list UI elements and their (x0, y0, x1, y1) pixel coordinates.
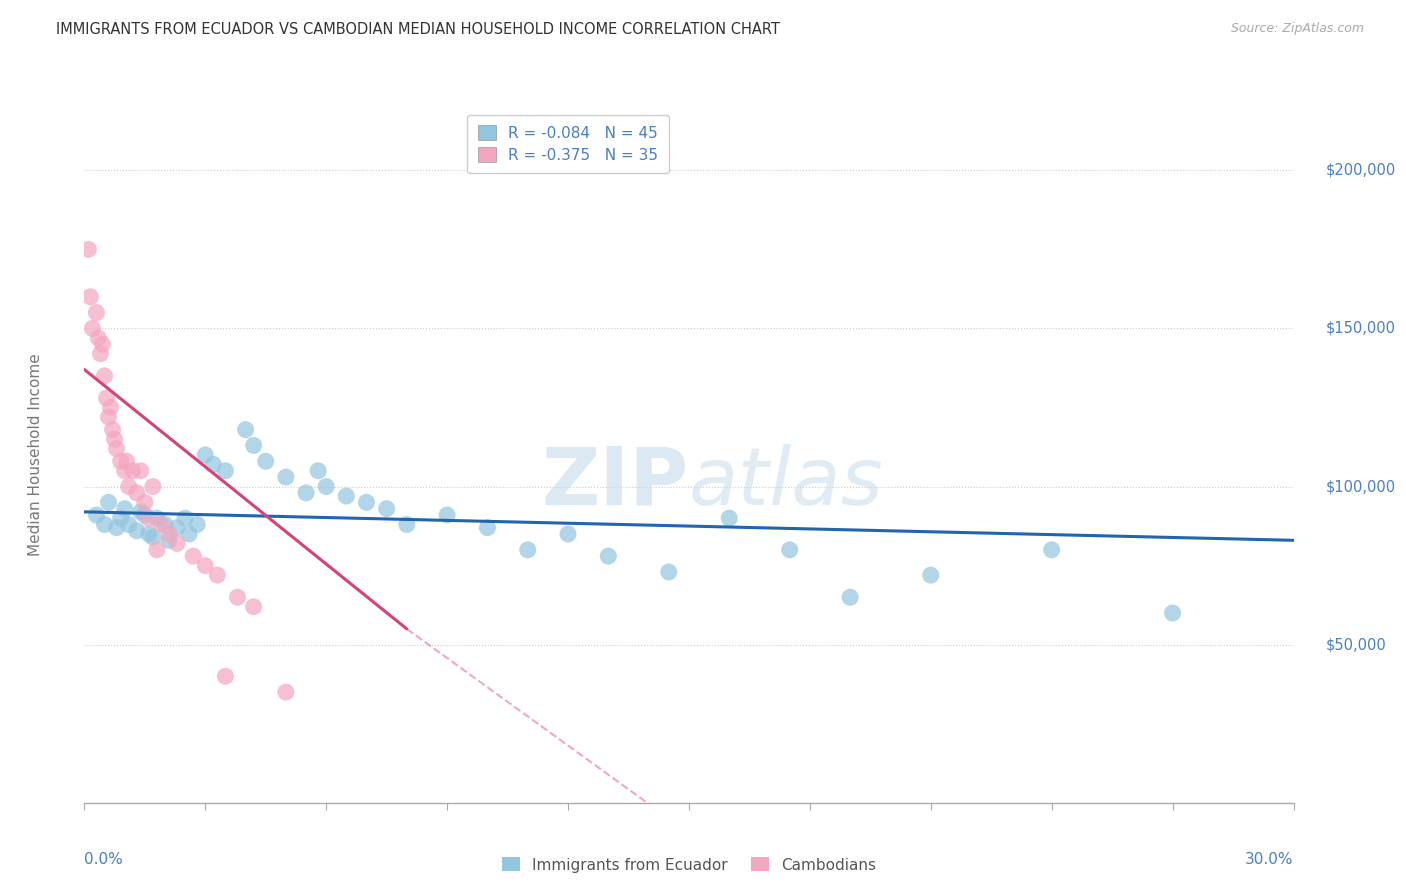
Point (920, 568, 942, 582)
Point (142, 479, 165, 493)
Point (157, 533, 180, 548)
Point (93, 517, 115, 532)
Point (207, 568, 229, 582)
Point (254, 454, 277, 468)
Point (105, 521, 128, 535)
Point (86, 305, 108, 319)
Point (157, 527, 180, 541)
Point (658, 565, 681, 579)
Point (179, 527, 201, 541)
Point (718, 511, 741, 525)
Point (274, 470, 297, 484)
Point (87, 331, 110, 345)
Point (121, 464, 143, 478)
Text: $50,000: $50,000 (1326, 637, 1386, 652)
Point (557, 527, 579, 541)
Point (134, 495, 156, 509)
Point (598, 549, 620, 563)
Point (1040, 542, 1063, 557)
Point (86, 508, 108, 522)
Text: 30.0%: 30.0% (1246, 852, 1294, 866)
Text: ZIP: ZIP (541, 443, 689, 522)
Point (93, 368, 115, 383)
Point (118, 517, 141, 532)
Point (82, 321, 104, 335)
Text: IMMIGRANTS FROM ECUADOR VS CAMBODIAN MEDIAN HOUSEHOLD INCOME CORRELATION CHART: IMMIGRANTS FROM ECUADOR VS CAMBODIAN MED… (56, 22, 780, 37)
Point (104, 432, 127, 446)
Point (129, 505, 152, 519)
Point (214, 669, 236, 683)
Point (134, 508, 156, 522)
Point (138, 511, 160, 525)
Legend: Immigrants from Ecuador, Cambodians: Immigrants from Ecuador, Cambodians (495, 851, 883, 879)
Point (110, 454, 132, 468)
Point (166, 536, 188, 550)
Point (149, 517, 172, 532)
Point (235, 423, 257, 437)
Point (166, 521, 188, 535)
Point (138, 527, 160, 541)
Point (146, 542, 169, 557)
Point (516, 542, 538, 557)
Point (839, 591, 862, 605)
Point (186, 517, 208, 532)
Point (1161, 606, 1184, 620)
Point (295, 486, 318, 500)
Text: $200,000: $200,000 (1326, 163, 1396, 178)
Point (153, 517, 176, 532)
Point (307, 464, 329, 478)
Point (96, 391, 118, 405)
Point (174, 511, 197, 525)
Point (315, 479, 337, 493)
Point (105, 442, 128, 456)
Point (142, 530, 165, 544)
Point (202, 458, 225, 472)
Point (194, 558, 217, 573)
Point (214, 464, 236, 478)
Point (242, 438, 264, 452)
Point (77, 243, 100, 257)
Point (114, 501, 136, 516)
Point (115, 454, 138, 468)
Point (356, 495, 378, 509)
Point (274, 685, 297, 699)
Point (194, 448, 217, 462)
Point (477, 521, 499, 535)
Point (91, 337, 114, 351)
Point (335, 489, 357, 503)
Point (97, 409, 120, 424)
Point (97, 495, 120, 509)
Text: 0.0%: 0.0% (84, 852, 124, 866)
Point (181, 549, 204, 563)
Point (129, 464, 152, 478)
Point (146, 511, 169, 525)
Point (125, 486, 148, 500)
Point (89, 347, 111, 361)
Point (779, 542, 801, 557)
Text: $150,000: $150,000 (1326, 321, 1396, 336)
Point (395, 517, 418, 532)
Point (436, 508, 458, 522)
Text: atlas: atlas (689, 443, 884, 522)
Point (375, 501, 398, 516)
Point (118, 479, 141, 493)
Text: $100,000: $100,000 (1326, 479, 1396, 494)
Point (79, 290, 101, 304)
Text: Source: ZipAtlas.com: Source: ZipAtlas.com (1230, 22, 1364, 36)
Point (101, 423, 124, 437)
Point (125, 524, 148, 538)
Text: Median Household Income: Median Household Income (28, 353, 44, 557)
Point (226, 591, 249, 605)
Point (242, 599, 264, 614)
Point (100, 401, 122, 415)
Point (110, 511, 132, 525)
Point (114, 464, 136, 478)
